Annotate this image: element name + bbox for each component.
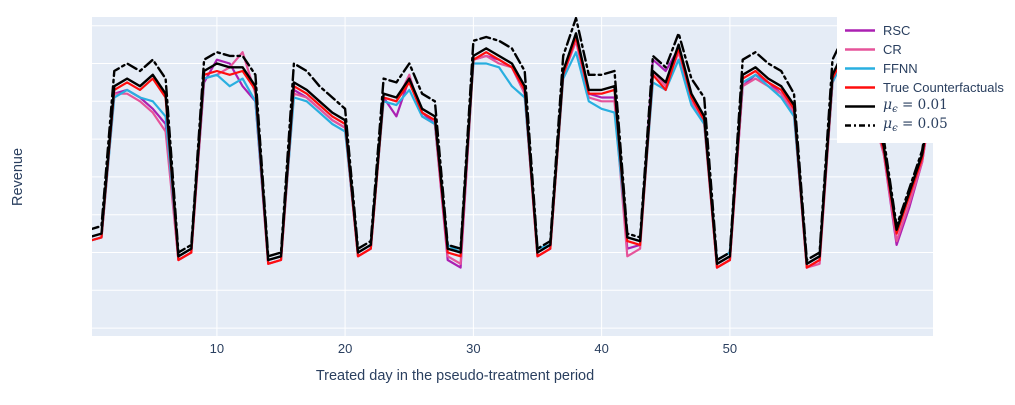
cr-line-swatch-icon	[845, 48, 875, 51]
mu-001-line-swatch-icon	[845, 105, 875, 108]
x-tick-label: 50	[722, 341, 738, 356]
rsc-line-swatch-icon	[845, 29, 875, 32]
mu-005-dashdot-line-swatch-icon	[845, 124, 875, 127]
x-axis-title: Treated day in the pseudo-treatment peri…	[315, 368, 595, 384]
legend-item-mu-001[interactable]: μϵ = 0.01	[845, 97, 1015, 116]
legend-item-cr[interactable]: CR	[845, 40, 1015, 59]
plot-area[interactable]	[92, 17, 933, 336]
x-tick-label: 40	[594, 341, 609, 356]
legend-item-ffnn[interactable]: FFNN	[845, 59, 1015, 78]
x-tick-label: 20	[337, 341, 353, 356]
legend-label: FFNN	[883, 61, 918, 76]
series-line-mu-eps-0-05	[92, 17, 933, 262]
legend-item-mu-005[interactable]: μϵ = 0.05	[845, 116, 1015, 135]
ffnn-line-swatch-icon	[845, 67, 875, 70]
x-tick-label: 30	[466, 341, 481, 356]
series-line-ffnn	[92, 51, 933, 265]
series-line-true-counterfactuals	[92, 35, 933, 269]
y-axis-title: Revenue	[10, 147, 26, 207]
true-counterfactuals-line-swatch-icon	[845, 86, 875, 89]
x-tick-label: 10	[209, 341, 225, 356]
legend-item-rsc[interactable]: RSC	[845, 21, 1015, 40]
chart-canvas	[92, 17, 933, 336]
legend-item-true-counterfactuals[interactable]: True Counterfactuals	[845, 78, 1015, 97]
legend-label: True Counterfactuals	[883, 80, 1004, 95]
legend-label: RSC	[883, 23, 911, 38]
legend-label: μϵ = 0.05	[883, 115, 948, 134]
legend-label: μϵ = 0.01	[883, 96, 948, 115]
legend: RSC CR FFNN True Counterfactuals μϵ = 0.…	[837, 0, 1015, 143]
legend-label: CR	[883, 42, 902, 57]
